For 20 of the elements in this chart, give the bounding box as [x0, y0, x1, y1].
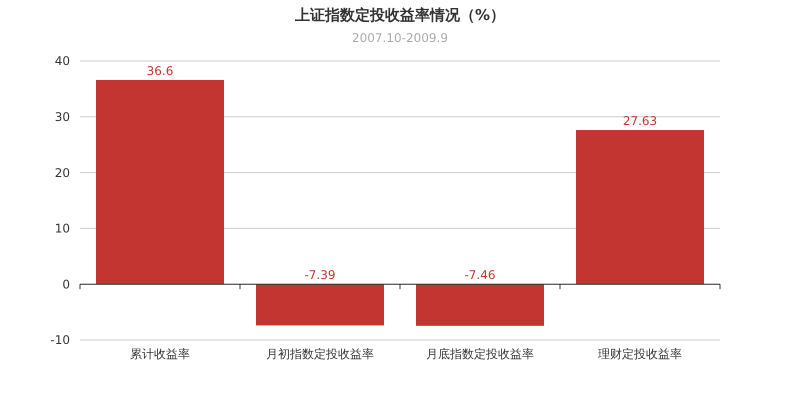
- y-tick-label: 40: [54, 54, 70, 68]
- chart-title: 上证指数定投收益率情况（%）: [294, 6, 506, 24]
- y-tick-label: -10: [50, 333, 70, 348]
- x-tick-label: 理财定投收益率: [598, 347, 682, 361]
- data-label: -7.39: [304, 268, 336, 282]
- data-label: -7.46: [464, 268, 496, 282]
- x-tick-label: 月底指数定投收益率: [426, 347, 534, 361]
- x-tick-label: 月初指数定投收益率: [266, 347, 374, 361]
- x-tick-label: 累计收益率: [130, 347, 190, 361]
- data-label: 27.63: [622, 114, 658, 128]
- bar: [256, 284, 384, 326]
- chart-subtitle: 2007.10-2009.9: [352, 31, 448, 45]
- y-tick-label: 10: [54, 222, 70, 236]
- data-label: 36.6: [146, 64, 174, 78]
- bar: [576, 130, 704, 284]
- y-tick-label: 30: [54, 110, 70, 124]
- y-tick-label: 0: [62, 277, 70, 292]
- bar: [416, 284, 544, 326]
- bar: [96, 80, 224, 284]
- y-tick-label: 20: [54, 166, 70, 180]
